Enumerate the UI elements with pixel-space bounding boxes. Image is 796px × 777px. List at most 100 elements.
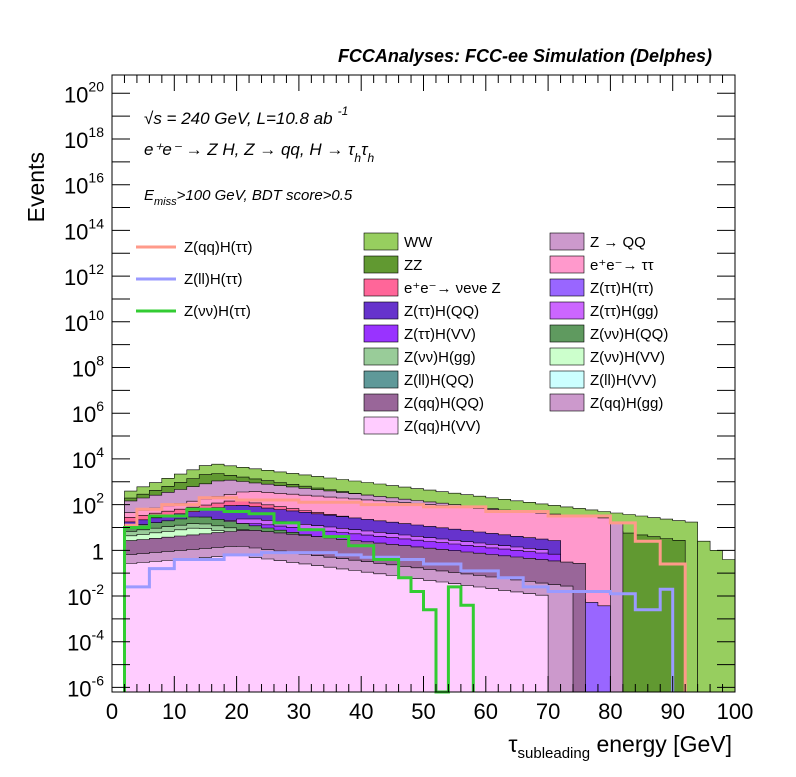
y-tick-label-base-7: 10: [72, 357, 96, 382]
y-tick-label-exp-13: 20: [88, 78, 104, 94]
y-tick-label-base-9: 10: [64, 265, 88, 290]
y-tick-label-base-1: 10: [67, 631, 91, 656]
legend-stack-swatch-c1-z-h-qq: [363, 301, 399, 320]
legend-stack-label-c2-z-h-vv: Z(νν)H(VV): [590, 349, 665, 366]
legend-stack-swatch-c2-z-h: [549, 278, 585, 297]
y-tick-label-0: 10-6: [67, 672, 104, 701]
signal-line-z-qq-h-0: [124, 496, 687, 692]
y-tick-label-base-5: 10: [72, 448, 96, 473]
legend-stack-swatch-c2-z-h-vv: [549, 347, 585, 366]
x-tick-label-5: 50: [411, 699, 435, 724]
legend-stack-swatch-c1-e-e-e-e-z: [363, 278, 399, 297]
y-tick-label-exp-12: 18: [88, 124, 104, 140]
y-tick-label-base-3: 1: [92, 539, 104, 564]
y-tick-label-1: 10-4: [67, 627, 104, 656]
y-tick-label-base-10: 10: [64, 219, 88, 244]
annotation-energy-sup: -1: [338, 104, 349, 118]
legend-stack-swatch-c1-ww: [363, 232, 399, 251]
y-tick-label-9: 1012: [64, 261, 104, 290]
y-tick-label-base-13: 10: [64, 82, 88, 107]
legend-stack-label-c2-z-qq: Z → QQ: [590, 234, 646, 251]
y-tick-label-12: 1018: [64, 124, 104, 153]
y-tick-label-base-11: 10: [64, 174, 88, 199]
legend-signal-label-z-ll-h: Z(ll)H(ττ): [184, 271, 243, 288]
annotation-cuts-text1: E: [144, 187, 155, 204]
legend-stack-swatch-c1-z-qq-h-vv: [363, 416, 399, 435]
y-tick-label-exp-11: 16: [88, 170, 104, 186]
y-tick-label-exp-4: 2: [96, 490, 104, 506]
x-axis-title-main: τ: [508, 731, 517, 757]
x-axis-title-rest: energy [GeV]: [590, 731, 732, 757]
y-tick-label-base-0: 10: [67, 676, 91, 701]
y-axis-title: Events: [23, 152, 49, 222]
y-ticks: 10-610-410-21102104106108101010121014101…: [64, 78, 735, 701]
y-tick-label-8: 1010: [64, 307, 104, 336]
legend-stack-swatch-c2-z-h-gg: [549, 301, 585, 320]
legend-signal: Z(qq)H(ττ) Z(ll)H(ττ) Z(νν)H(ττ): [136, 239, 253, 320]
y-tick-label-exp-5: 4: [96, 444, 104, 460]
legend-stack-swatch-c1-z-h-gg: [363, 347, 399, 366]
legend-signal-label-z-qq-h: Z(qq)H(ττ): [184, 239, 253, 256]
y-tick-label-base-6: 10: [72, 402, 96, 427]
legend-stack-label-c1-z-ll-h-qq: Z(ll)H(QQ): [404, 372, 474, 389]
y-tick-label-base-2: 10: [67, 585, 91, 610]
chart-title: FCCAnalyses: FCC-ee Simulation (Delphes): [338, 46, 712, 66]
legend-stack-swatch-c1-z-h-vv: [363, 324, 399, 343]
y-tick-label-exp-10: 14: [88, 215, 104, 231]
y-tick-label-2: 10-2: [67, 581, 104, 610]
annotation-process-sub2: h: [367, 151, 374, 165]
x-tick-label-1: 10: [162, 699, 186, 724]
legend-stack-label-c2-z-qq-h-gg: Z(qq)H(gg): [590, 395, 663, 412]
legend-stack-swatch-c1-z-qq-h-qq: [363, 393, 399, 412]
legend-stack-label-c1-ww: WW: [404, 234, 433, 251]
signal-line-z-ll-h-1: [124, 551, 675, 692]
y-tick-label-exp-1: -4: [92, 627, 105, 643]
annotation-cuts: Emiss>100 GeV, BDT score>0.5: [144, 187, 353, 208]
y-tick-label-exp-2: -2: [92, 581, 105, 597]
annotation-process: e⁺e⁻ → Z H, Z → qq, H → τhτh: [144, 140, 374, 165]
y-tick-label-3: 1: [92, 539, 104, 564]
x-tick-label-9: 90: [660, 699, 684, 724]
x-axis-title: τsubleading energy [GeV]: [508, 731, 732, 762]
x-tick-label-7: 70: [536, 699, 560, 724]
y-tick-label-exp-8: 10: [88, 307, 104, 323]
legend-stack: WW ZZ e⁺e⁻→ νeνe Z Z(ττ)H(QQ) Z(ττ)H(VV) Z(νν…: [363, 232, 668, 435]
annotation-cuts-text2: >100 GeV, BDT score>0.5: [177, 187, 353, 204]
y-tick-label-10: 1014: [64, 215, 104, 244]
legend-stack-label-c1-zz: ZZ: [404, 257, 422, 274]
legend-stack-swatch-c2-z-qq: [549, 232, 585, 251]
y-tick-label-4: 102: [72, 490, 104, 519]
legend-stack-label-c1-z-h-qq: Z(ττ)H(QQ): [404, 303, 479, 320]
legend-stack-label-c1-z-qq-h-qq: Z(qq)H(QQ): [404, 395, 484, 412]
legend-stack-label-c2-z-ll-h-vv: Z(ll)H(VV): [590, 372, 657, 389]
y-tick-label-base-8: 10: [64, 311, 88, 336]
legend-stack-label-c2-e-e: e⁺e⁻→ ττ: [590, 257, 654, 274]
y-tick-label-exp-9: 12: [88, 261, 104, 277]
legend-stack-label-c1-e-e-e-e-z: e⁺e⁻→ νeνe Z: [404, 280, 501, 297]
legend-stack-label-c2-z-h: Z(ττ)H(ττ): [590, 280, 654, 297]
y-tick-label-base-12: 10: [64, 128, 88, 153]
annotation-process-sub1: h: [354, 151, 361, 165]
y-tick-label-base-4: 10: [72, 494, 96, 519]
legend-stack-label-c1-z-h-vv: Z(ττ)H(VV): [404, 326, 476, 343]
y-tick-label-6: 106: [72, 398, 104, 427]
x-tick-label-2: 20: [224, 699, 248, 724]
x-tick-label-6: 60: [474, 699, 498, 724]
x-axis-title-sub: subleading: [518, 745, 591, 762]
annotation-process-text2: τ: [361, 140, 369, 159]
legend-signal-label-z-h: Z(νν)H(ττ): [184, 303, 251, 320]
annotation-cuts-sub: miss: [154, 196, 177, 208]
x-tick-label-3: 30: [287, 699, 311, 724]
y-tick-label-5: 104: [72, 444, 104, 473]
annotation-energy: √s = 240 GeV, L=10.8 ab -1: [144, 104, 348, 128]
y-tick-label-exp-6: 6: [96, 398, 104, 414]
annotation-energy-text: √s = 240 GeV, L=10.8 ab: [144, 109, 333, 128]
legend-stack-swatch-c2-z-ll-h-vv: [549, 370, 585, 389]
legend-stack-label-c1-z-h-gg: Z(νν)H(gg): [404, 349, 476, 366]
y-tick-label-exp-0: -6: [92, 672, 105, 688]
legend-stack-swatch-c1-z-ll-h-qq: [363, 370, 399, 389]
legend-stack-swatch-c2-e-e: [549, 255, 585, 274]
y-tick-label-13: 1020: [64, 78, 104, 107]
